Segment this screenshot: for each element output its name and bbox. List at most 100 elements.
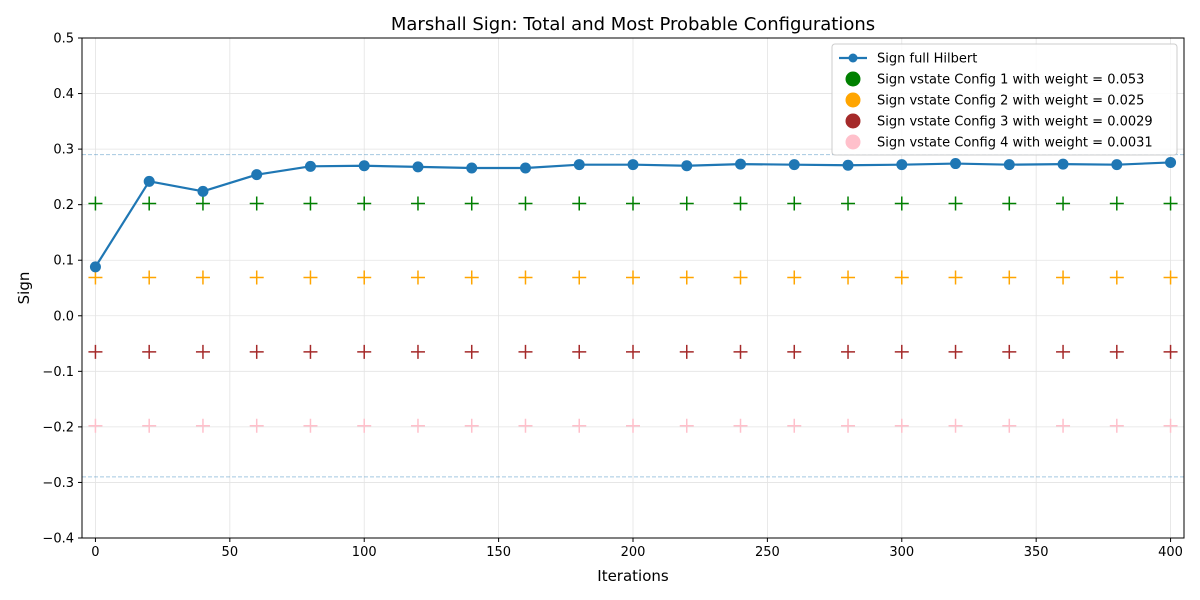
x-tick-label: 150 (486, 545, 511, 560)
plus-marker (787, 344, 802, 359)
data-point (412, 161, 424, 173)
data-point (842, 159, 854, 171)
plus-marker (894, 270, 909, 285)
plus-marker (733, 418, 748, 433)
plus-marker (1056, 344, 1071, 359)
plus-marker (518, 418, 533, 433)
plus-marker (733, 344, 748, 359)
series-config-3-markers (88, 344, 1178, 359)
plus-marker (1056, 270, 1071, 285)
plus-marker (841, 270, 856, 285)
plus-marker (894, 418, 909, 433)
plus-marker (733, 196, 748, 211)
plus-marker (1163, 270, 1178, 285)
legend-marker-swatch (845, 134, 861, 150)
plus-marker (303, 418, 318, 433)
series-config-2-markers (88, 270, 1178, 285)
legend-label: Sign vstate Config 1 with weight = 0.053 (877, 73, 1144, 88)
legend-entry: Sign vstate Config 2 with weight = 0.025 (845, 92, 1144, 109)
plus-marker (88, 344, 103, 359)
plus-marker (948, 270, 963, 285)
plus-marker (1056, 196, 1071, 211)
legend-box (831, 43, 1178, 156)
plus-marker (679, 418, 694, 433)
plus-marker (303, 270, 318, 285)
plus-marker (1163, 344, 1178, 359)
y-tick-label: −0.3 (42, 476, 74, 491)
plus-marker (894, 344, 909, 359)
legend: Sign full Hilbert Sign vstate Config 1 wi… (831, 43, 1178, 156)
y-tick-label: 0.2 (53, 198, 74, 213)
x-tick-label: 400 (1158, 545, 1183, 560)
plus-marker (195, 196, 210, 211)
plus-marker (679, 270, 694, 285)
series-config-1-markers (88, 196, 1178, 211)
y-tick-label: 0.3 (53, 143, 74, 158)
plus-marker (1163, 418, 1178, 433)
plus-marker (626, 270, 640, 285)
x-tick-label: 300 (889, 545, 914, 560)
y-tick-label: −0.4 (42, 532, 74, 547)
plus-marker (679, 196, 694, 211)
plus-marker (1109, 270, 1124, 285)
y-axis-label: Sign (15, 272, 33, 305)
legend-label: Sign vstate Config 2 with weight = 0.025 (877, 94, 1144, 109)
legend-marker-swatch (848, 53, 858, 63)
plus-marker (1002, 344, 1017, 359)
plus-marker (841, 418, 856, 433)
plus-marker (518, 344, 533, 359)
plus-marker (249, 418, 264, 433)
plus-marker (787, 270, 802, 285)
y-tick-label: −0.1 (42, 365, 74, 380)
data-point (573, 159, 585, 171)
data-point (358, 160, 370, 172)
plus-marker (88, 196, 103, 211)
plus-marker (249, 344, 264, 359)
plus-marker (410, 270, 425, 285)
plus-marker (303, 196, 318, 211)
plus-marker (1109, 344, 1124, 359)
plus-marker (357, 344, 372, 359)
plus-marker (357, 196, 372, 211)
axes: 0 50 100 150 200 250 300 350 400 −0.4 −0.3 −0.2 −0.1… (42, 32, 1183, 561)
data-point (466, 162, 478, 174)
plus-marker (142, 196, 157, 211)
data-point (143, 175, 155, 187)
plus-marker (948, 344, 963, 359)
data-point (1057, 158, 1069, 170)
series (88, 156, 1178, 433)
y-tick-label: 0.5 (53, 32, 74, 47)
legend-entry: Sign vstate Config 1 with weight = 0.053 (845, 71, 1144, 88)
plus-marker (841, 344, 856, 359)
plus-marker (142, 418, 157, 433)
plus-marker (303, 344, 318, 359)
data-point (251, 169, 263, 181)
plus-marker (626, 418, 640, 433)
data-point (197, 185, 209, 197)
plus-marker (948, 418, 963, 433)
plus-marker (1002, 270, 1017, 285)
plus-marker (1163, 196, 1178, 211)
plus-marker (1056, 418, 1071, 433)
plus-marker (464, 418, 479, 433)
data-point (1003, 159, 1015, 171)
y-tick-label: 0.1 (53, 254, 74, 269)
plus-marker (572, 196, 587, 211)
data-point (304, 160, 316, 172)
data-point (896, 159, 908, 171)
plus-marker (410, 344, 425, 359)
x-tick-label: 100 (352, 545, 377, 560)
plus-marker (464, 270, 479, 285)
plus-marker (142, 270, 157, 285)
plus-marker (195, 270, 210, 285)
plus-marker (1109, 196, 1124, 211)
data-point (1111, 159, 1123, 171)
x-tick-label: 350 (1024, 545, 1049, 560)
series-config-4-markers (88, 418, 1178, 433)
plus-marker (357, 418, 372, 433)
plus-marker (410, 196, 425, 211)
plus-marker (249, 196, 264, 211)
legend-marker-swatch (845, 113, 861, 129)
plus-marker (464, 344, 479, 359)
plus-marker (841, 196, 856, 211)
